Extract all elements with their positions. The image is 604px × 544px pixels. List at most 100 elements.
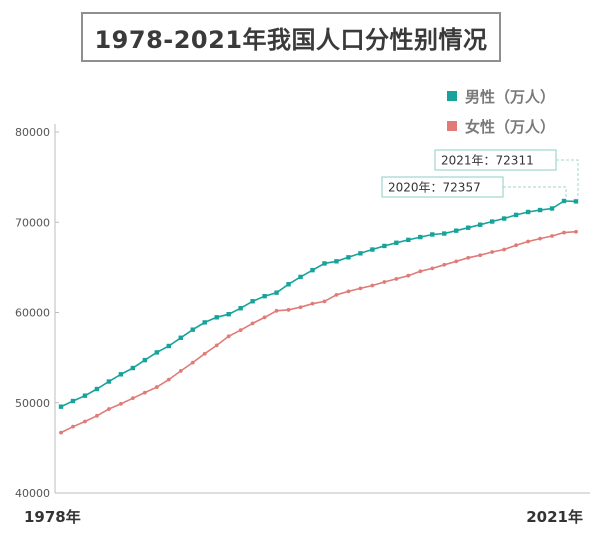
data-point: [298, 274, 303, 280]
series-layer: [58, 198, 579, 435]
legend-swatch: [447, 121, 457, 131]
chart-title-box: 1978-2021年我国人口分性别情况: [81, 12, 501, 62]
data-point: [166, 343, 171, 349]
data-point: [214, 315, 219, 320]
data-point: [250, 321, 255, 326]
data-point: [490, 250, 495, 254]
y-tick-label: 40000: [15, 487, 50, 500]
chart-title: 1978-2021年我国人口分性别情况: [94, 25, 488, 54]
data-point: [442, 231, 447, 236]
data-point: [298, 305, 303, 310]
data-point: [561, 198, 567, 204]
data-point: [286, 282, 291, 287]
data-point: [574, 229, 578, 234]
legend-swatch: [447, 91, 457, 101]
data-point: [83, 419, 87, 424]
data-point: [502, 247, 507, 252]
data-point: [466, 255, 471, 260]
data-point: [442, 262, 447, 267]
data-point: [430, 266, 435, 271]
annotation-leader: [503, 186, 567, 198]
annotation-2021: 2021年：72311: [434, 149, 579, 199]
data-point: [489, 219, 495, 224]
legend-label: 女性（万人）: [465, 118, 555, 136]
data-point: [358, 286, 363, 291]
data-point: [154, 350, 160, 355]
data-point: [226, 312, 231, 317]
data-point: [322, 261, 327, 266]
series-male: [58, 198, 579, 409]
data-point: [274, 290, 279, 295]
data-point: [118, 401, 123, 406]
data-point: [310, 301, 315, 306]
data-point: [214, 343, 219, 348]
data-point: [238, 328, 243, 333]
data-point: [130, 396, 135, 401]
data-point: [106, 379, 112, 384]
data-point: [178, 335, 183, 340]
data-point: [525, 209, 531, 215]
y-tick-label: 50000: [15, 397, 50, 410]
data-point: [202, 351, 207, 356]
data-point: [477, 222, 483, 227]
legend-label: 男性（万人）: [465, 88, 555, 106]
data-point: [358, 251, 363, 256]
data-point: [190, 360, 195, 365]
annotation-label: 2020年：72357: [388, 181, 481, 195]
data-point: [71, 424, 75, 429]
data-point: [58, 404, 64, 409]
data-point: [130, 365, 136, 371]
series-line: [60, 230, 577, 434]
data-point: [202, 320, 207, 325]
annotation-leader: [556, 159, 579, 199]
chart-annotations: 2021年：72311 2020年：72357: [381, 149, 579, 199]
data-point: [142, 357, 148, 363]
data-point: [334, 292, 339, 297]
data-point: [537, 207, 543, 213]
data-point: [286, 307, 291, 312]
data-point: [95, 413, 99, 418]
data-point: [478, 253, 483, 258]
series-line: [60, 200, 577, 408]
data-point: [82, 393, 88, 398]
data-point: [334, 259, 339, 264]
data-point: [274, 308, 279, 313]
data-point: [430, 232, 435, 237]
data-point: [514, 243, 519, 248]
data-point: [526, 239, 530, 244]
chart-legend: 男性（万人） 女性（万人）: [447, 88, 555, 136]
data-point: [238, 306, 243, 311]
series-female: [59, 229, 578, 435]
data-point: [454, 228, 459, 233]
data-point: [549, 206, 555, 211]
data-point: [118, 372, 124, 377]
data-point: [538, 236, 542, 241]
chart-axes: 40000 50000 60000 70000 80000 1978年 2021年: [15, 124, 590, 526]
data-point: [166, 377, 171, 382]
data-point: [550, 234, 554, 238]
data-point: [573, 199, 579, 204]
data-point: [370, 283, 375, 288]
data-point: [154, 385, 159, 389]
x-start-label: 1978年: [24, 508, 81, 526]
data-point: [382, 280, 387, 284]
data-point: [190, 327, 195, 332]
data-point: [513, 212, 519, 218]
data-point: [346, 289, 351, 294]
data-point: [59, 430, 63, 435]
data-point: [262, 315, 267, 320]
data-point: [382, 243, 387, 249]
data-point: [322, 299, 327, 304]
data-point: [70, 398, 76, 404]
data-point: [394, 240, 399, 245]
x-end-label: 2021年: [526, 508, 583, 526]
data-point: [406, 273, 411, 278]
data-point: [394, 277, 399, 281]
data-point: [501, 216, 507, 221]
data-point: [178, 369, 183, 373]
annotation-2020: 2020年：72357: [381, 176, 567, 198]
data-point: [250, 299, 255, 304]
y-tick-label: 60000: [15, 307, 50, 320]
y-tick-label: 80000: [15, 126, 50, 139]
